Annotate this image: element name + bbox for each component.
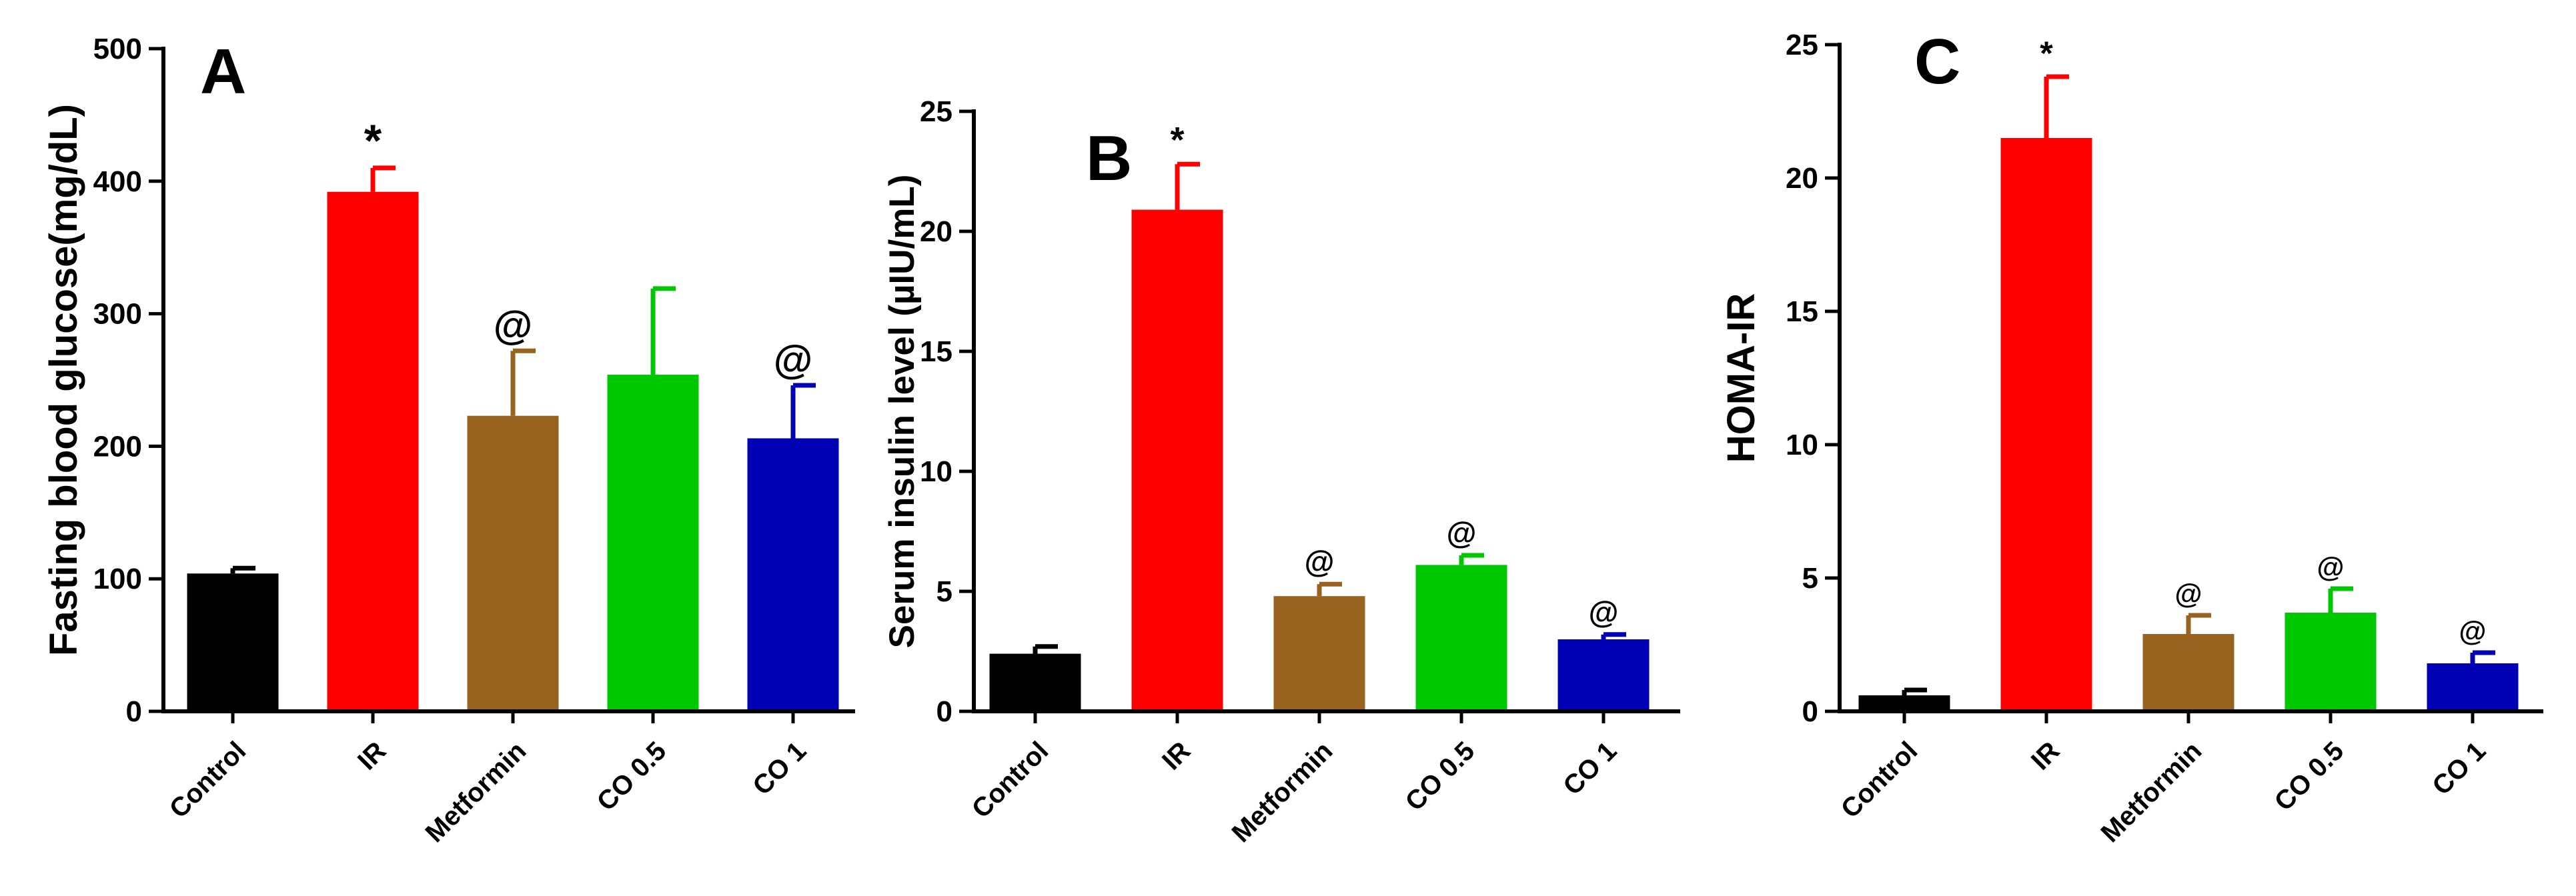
- significance-label: *: [1170, 120, 1184, 160]
- bar-metformin: [2142, 634, 2234, 711]
- panel-b: Control * IR @ Metformin @ CO 0.5 @ CO 1 0 5 10 15 20…: [882, 95, 1680, 848]
- y-tick-label: 400: [93, 165, 142, 198]
- bar-ir: [327, 191, 419, 712]
- y-axis-title: Serum insulin level (µIU/mL): [882, 175, 922, 649]
- bar-control: [187, 573, 279, 711]
- panel-letter: C: [1914, 26, 1960, 97]
- y-tick-label: 5: [1802, 562, 1818, 595]
- bar-control: [989, 653, 1081, 711]
- y-tick-label: 0: [126, 695, 142, 728]
- y-axis-title: HOMA-IR: [1720, 293, 1763, 463]
- bar-co-1: [747, 438, 839, 711]
- category-label: IR: [352, 736, 392, 775]
- category-label: CO 1: [2427, 736, 2491, 801]
- bar-metformin: [467, 415, 559, 711]
- y-tick-label: 0: [1802, 695, 1818, 728]
- y-tick-label: 25: [1786, 29, 1818, 61]
- significance-label: *: [364, 115, 382, 166]
- bar-co-0-5: [1415, 565, 1507, 711]
- y-tick-label: 200: [93, 430, 142, 463]
- bar-co-0-5: [607, 375, 699, 711]
- category-label: IR: [2026, 736, 2065, 775]
- panel-c: Control * IR @ Metformin @ CO 0.5 @ CO 1 0 5 10 15 20…: [1720, 26, 2543, 848]
- panel-a: Control * IR @ Metformin CO 0.5 @ CO 1 0 100 200 30…: [42, 33, 855, 848]
- y-tick-label: 500: [93, 33, 142, 65]
- significance-label: @: [1589, 595, 1619, 629]
- bar-co-1: [2427, 663, 2519, 711]
- y-tick-label: 300: [93, 298, 142, 331]
- y-tick-label: 20: [920, 215, 952, 248]
- y-tick-label: 100: [93, 563, 142, 595]
- y-tick-label: 10: [920, 455, 952, 488]
- y-tick-label: 10: [1786, 429, 1818, 461]
- category-label: Metformin: [1227, 736, 1339, 848]
- y-tick-label: 15: [1786, 295, 1818, 328]
- y-axis-title: Fasting blood glucose(mg/dL): [42, 104, 85, 656]
- significance-label: @: [2317, 551, 2345, 583]
- category-label: Control: [967, 736, 1055, 824]
- bar-control: [1858, 695, 1950, 711]
- category-label: Metformin: [420, 736, 532, 848]
- bar-co-1: [1557, 639, 1650, 711]
- significance-label: @: [1447, 515, 1477, 550]
- y-tick-label: 5: [936, 575, 952, 608]
- category-label: CO 0.5: [2269, 736, 2350, 817]
- category-label: CO 0.5: [592, 736, 672, 817]
- category-label: CO 1: [1557, 736, 1622, 801]
- significance-label: @: [2175, 578, 2202, 609]
- significance-label: @: [2459, 615, 2487, 647]
- panel-letter: B: [1086, 123, 1132, 194]
- y-tick-label: 25: [920, 95, 952, 128]
- significance-label: @: [494, 303, 533, 347]
- category-label: CO 0.5: [1400, 736, 1481, 817]
- significance-label: @: [774, 337, 813, 382]
- category-label: Control: [164, 736, 252, 824]
- bar-ir: [1131, 209, 1223, 712]
- bar-co-0-5: [2285, 613, 2377, 711]
- panel-letter: A: [200, 36, 246, 107]
- category-label: IR: [1157, 736, 1196, 775]
- bar-metformin: [1273, 596, 1365, 711]
- y-tick-label: 0: [936, 695, 952, 728]
- y-tick-label: 20: [1786, 162, 1818, 195]
- y-tick-label: 15: [920, 335, 952, 368]
- bar-ir: [2000, 138, 2092, 711]
- category-label: Control: [1836, 736, 1924, 824]
- category-label: Metformin: [2096, 736, 2208, 848]
- significance-label: *: [2040, 35, 2053, 72]
- significance-label: @: [1305, 544, 1335, 579]
- category-label: CO 1: [747, 736, 812, 801]
